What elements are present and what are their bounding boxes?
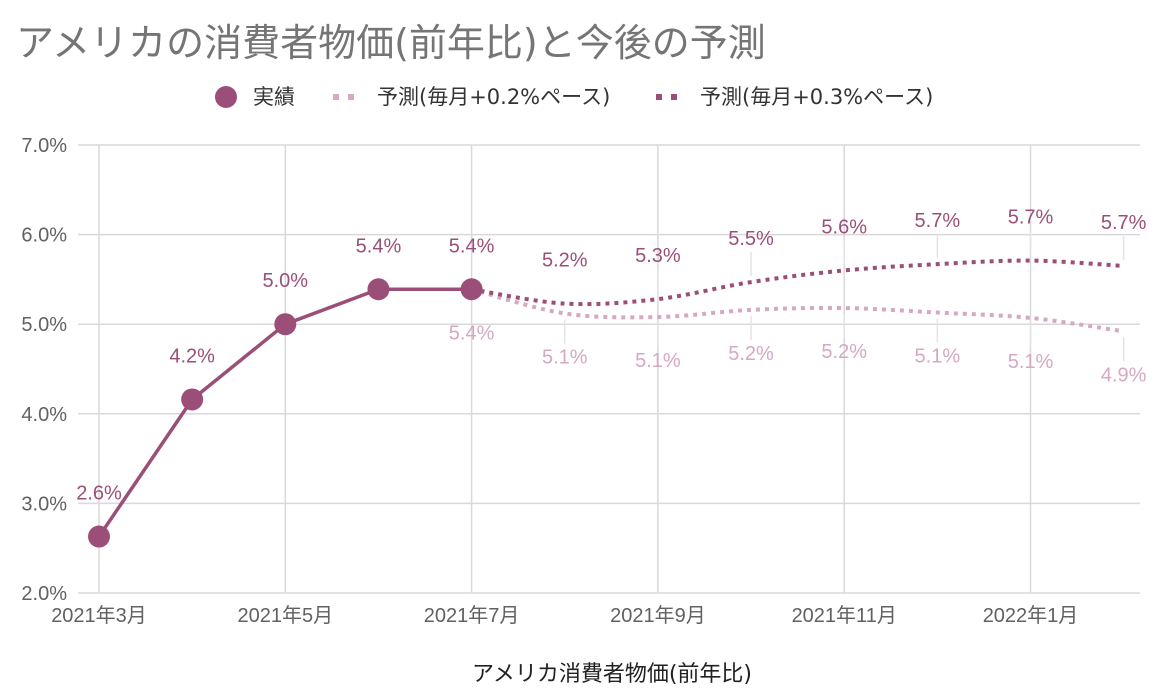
chart-title: アメリカの消費者物価(前年比)と今後の予測 <box>16 21 766 65</box>
data-label-forecast-02: 5.1% <box>1008 351 1054 373</box>
x-axis-title: アメリカ消費者物価(前年比) <box>472 662 752 687</box>
x-tick-label: 2022年1月 <box>983 604 1079 627</box>
data-label-actual: 5.4% <box>449 235 495 257</box>
data-label-actual: 5.0% <box>263 270 309 292</box>
legend-label-actual: 実績 <box>253 85 295 109</box>
data-label-forecast-03: 5.6% <box>821 216 867 238</box>
data-label-forecast-02: 5.2% <box>821 341 867 363</box>
data-label-actual: 4.2% <box>169 345 215 367</box>
y-tick-label: 3.0% <box>21 493 67 515</box>
data-point-actual <box>181 388 204 411</box>
data-label-forecast-02: 5.2% <box>728 343 774 365</box>
x-tick-label: 2021年9月 <box>610 604 706 627</box>
legend-marker-actual <box>215 86 237 108</box>
x-tick-label: 2021年5月 <box>237 604 333 627</box>
data-label-actual: 5.4% <box>356 235 402 257</box>
data-label-forecast-03: 5.7% <box>1008 207 1054 229</box>
y-tick-label: 5.0% <box>21 314 67 336</box>
data-point-actual <box>460 278 483 301</box>
y-tick-label: 4.0% <box>21 404 67 426</box>
data-label-forecast-02: 5.1% <box>915 346 961 368</box>
data-label-forecast-02: 5.4% <box>449 322 495 344</box>
data-point-actual <box>274 313 297 336</box>
data-label-forecast-02: 4.9% <box>1101 364 1147 386</box>
data-label-forecast-03: 5.2% <box>542 250 588 272</box>
data-label-forecast-03: 5.3% <box>635 245 681 267</box>
legend-label-forecast-03: 予測(毎月+0.3%ペース) <box>700 85 933 109</box>
data-point-actual <box>367 278 390 301</box>
data-point-actual <box>88 525 110 548</box>
legend-label-forecast-02: 予測(毎月+0.2%ペース) <box>377 85 610 109</box>
data-label-forecast-02: 5.1% <box>542 346 588 368</box>
data-label-actual: 2.6% <box>76 483 122 505</box>
x-tick-label: 2021年3月 <box>51 604 147 627</box>
x-tick-label: 2021年7月 <box>424 604 520 627</box>
series-line-forecast-02 <box>471 287 1124 334</box>
x-tick-label: 2021年11月 <box>792 604 897 627</box>
data-label-forecast-03: 5.7% <box>1101 212 1147 234</box>
data-label-forecast-02: 5.1% <box>635 350 681 372</box>
data-label-forecast-03: 5.5% <box>728 228 774 250</box>
y-tick-label: 6.0% <box>21 225 67 247</box>
y-tick-label: 7.0% <box>21 135 67 157</box>
data-label-forecast-03: 5.7% <box>915 210 961 232</box>
y-tick-label: 2.0% <box>21 583 67 605</box>
